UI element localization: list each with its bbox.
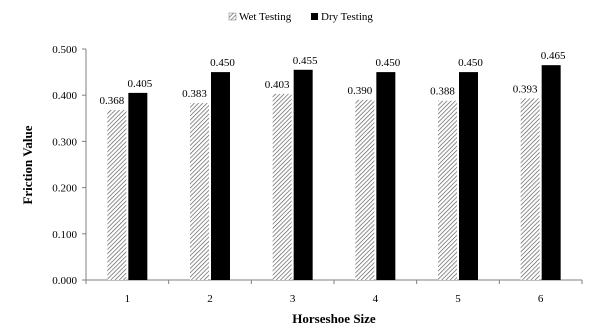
y-tick-label: 0.400 [52,90,77,102]
bar-wet-testing [520,98,540,281]
legend-swatch-wet [228,12,237,21]
y-tick-label: 0.500 [52,44,77,56]
x-tick-label: 4 [373,293,379,305]
bars [107,65,561,281]
value-label-dry: 0.465 [541,50,566,62]
axes [85,49,582,281]
legend-label-wet: Wet Testing [239,11,292,23]
bar-dry-testing [459,72,478,280]
value-label-wet: 0.390 [347,85,372,97]
y-tick-label: 0.200 [52,183,77,195]
bar-dry-testing [293,69,313,280]
value-label-dry: 0.455 [293,55,318,67]
x-axis-ticks: 1 2 3 4 5 6 [85,280,583,305]
y-tick-label: 0.300 [52,136,77,148]
value-label-wet: 0.388 [430,86,455,98]
bar-wet-testing [355,99,375,280]
legend-label-dry: Dry Testing [321,11,373,23]
legend: Wet Testing Dry Testing [228,11,373,23]
x-tick-label: 5 [455,293,461,305]
bar-wet-testing [190,103,209,280]
legend-swatch-dry [311,13,318,20]
x-tick-label: 2 [207,293,213,305]
value-label-dry: 0.450 [375,57,400,69]
y-axis-title: Friction Value [20,125,35,204]
value-label-wet: 0.403 [265,79,290,91]
value-label-dry: 0.450 [458,57,483,69]
value-label-dry: 0.405 [127,78,152,90]
value-label-dry: 0.450 [210,57,235,69]
x-tick-label: 6 [538,293,544,305]
y-tick-label: 0.100 [52,229,77,241]
value-label-wet: 0.383 [182,88,207,100]
value-label-wet: 0.368 [99,95,124,107]
bar-wet-testing [438,100,457,280]
y-tick-label: 0.000 [52,275,77,287]
bar-dry-testing [211,72,230,280]
bar-dry-testing [128,92,148,280]
bar-dry-testing [541,65,561,280]
x-axis-title: Horseshoe Size [292,311,376,326]
y-axis-ticks: 0.000 0.100 0.200 0.300 0.400 0.500 [52,44,86,287]
bar-wet-testing [272,93,292,281]
x-tick-label: 3 [290,293,296,305]
x-tick-label: 1 [125,293,131,305]
bar-wet-testing [107,109,127,280]
value-label-wet: 0.393 [513,83,538,95]
bar-dry-testing [376,72,396,280]
